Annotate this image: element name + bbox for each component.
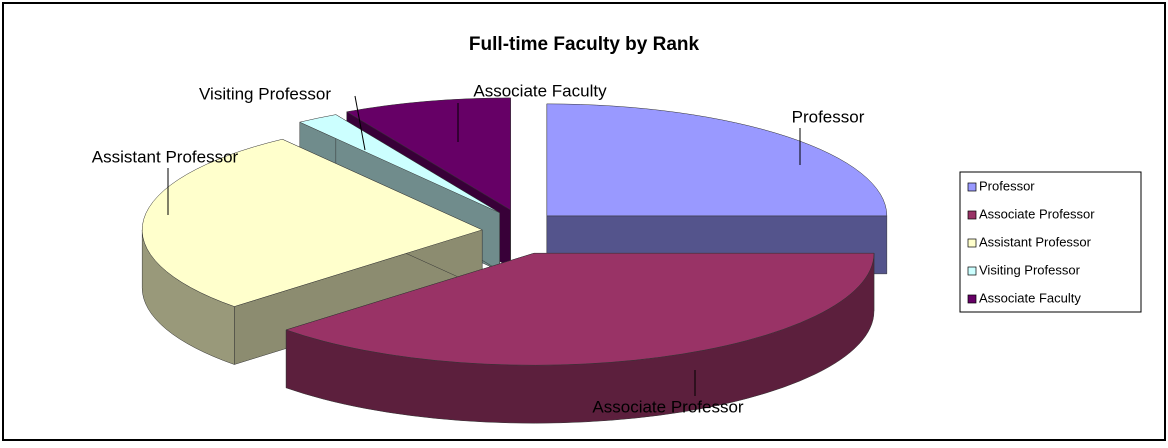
legend-label: Associate Professor <box>979 206 1095 221</box>
slice-label: Assistant Professor <box>92 147 239 166</box>
slice-label: Professor <box>792 107 865 126</box>
slice-label: Visiting Professor <box>199 84 331 103</box>
leader-line <box>354 95 366 151</box>
legend-swatch <box>967 182 977 192</box>
slice-label: Associate Faculty <box>473 81 607 100</box>
legend-label: Visiting Professor <box>979 262 1081 277</box>
legend-label: Assistant Professor <box>979 234 1092 249</box>
slice <box>285 252 875 424</box>
legend-label: Professor <box>979 178 1035 193</box>
slice-top <box>546 103 888 217</box>
legend-box <box>959 171 1142 313</box>
slice-top <box>346 97 511 211</box>
chart-title: Full-time Faculty by Rank <box>469 34 700 55</box>
legend-swatch <box>967 210 977 220</box>
legend-swatch <box>967 238 977 248</box>
slice-top <box>299 114 500 213</box>
slice-label: Associate Professor <box>592 397 744 416</box>
legend-swatch <box>967 266 977 276</box>
slice-top <box>141 138 483 307</box>
legend-swatch <box>967 294 977 304</box>
legend-label: Associate Faculty <box>979 290 1081 305</box>
slice-top <box>285 252 875 366</box>
